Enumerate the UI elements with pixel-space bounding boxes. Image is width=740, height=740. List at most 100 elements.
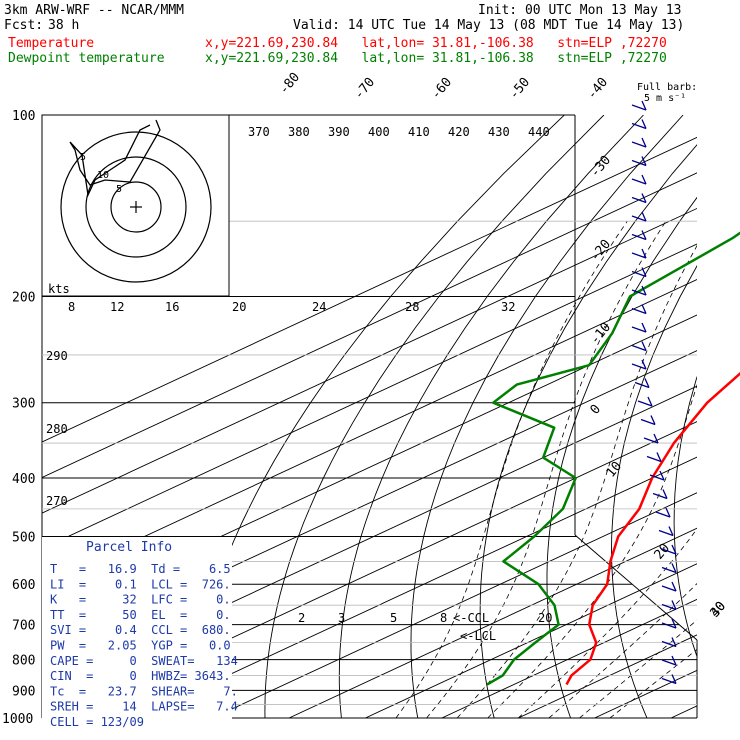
wind-barb (631, 326, 647, 333)
isotherm-line (441, 598, 697, 718)
isotherm-tick-label: 10 (604, 459, 626, 481)
isotherm-tick-label: -30 (588, 153, 615, 181)
pressure-tick-label: 600 (12, 578, 35, 593)
wind-barb (631, 122, 647, 130)
dry-adiabat-line (673, 375, 697, 659)
moist-adiabat-line (609, 648, 697, 718)
wind-barb (643, 437, 659, 444)
isotherm-line (365, 563, 697, 718)
theta-low-label: 290 (46, 349, 68, 363)
temperature-location-info: x,y=221.69,230.84 lat,lon= 31.81,-106.38… (205, 36, 667, 51)
parcel-info-row: CELL = 123/09 (50, 715, 144, 729)
moist-adiabat-line (548, 583, 697, 718)
isotherm-line (42, 172, 697, 479)
mixing-ratio-label: 20 (538, 611, 552, 625)
wind-barb (661, 566, 677, 574)
theta-tick-label: 410 (408, 125, 430, 139)
parcel-info-title: Parcel Info (86, 540, 172, 555)
parcel-panel-bg (42, 537, 232, 722)
wind-barb-flag (644, 378, 650, 388)
forecast-hours: 38 h (48, 18, 80, 33)
wind-barb-flag (641, 211, 647, 222)
theta-tick-label: 370 (248, 125, 270, 139)
temperature-legend-label: Temperature (8, 36, 95, 51)
wind-barb-flag (641, 156, 647, 166)
mixing-ratio-label: 8 (68, 300, 75, 314)
parcel-info-row: Tc = 23.7 SHEAR= 7. (50, 684, 238, 698)
pressure-tick-label: 100 (12, 109, 35, 124)
moist-adiabat-line (487, 383, 697, 718)
init-time: Init: 00 UTC Mon 13 May 13 (478, 3, 682, 18)
wind-barb (637, 400, 653, 407)
parcel-info-row: CIN = 0 HWBZ= 3643. (50, 669, 231, 683)
isotherm-tick-label: -20 (588, 237, 615, 265)
moist-adiabat-line (456, 244, 697, 718)
isotherm-line (59, 421, 697, 718)
mixing-ratio-label: 5 (390, 611, 397, 625)
wind-barb-flag (671, 637, 677, 647)
mixing-ratio-label: 8 (440, 611, 447, 625)
hodograph-ring (60, 131, 212, 283)
wind-barb-flag (641, 322, 647, 333)
theta-low-label: 270 (46, 494, 68, 508)
mixing-ratio-label: 3 (338, 611, 345, 625)
wind-barb-flag (641, 193, 647, 203)
isotherm-tick-label: -10 (588, 320, 615, 348)
wind-barb-flag (647, 396, 653, 407)
wind-barb (631, 104, 647, 111)
mixing-ratio-label: 12 (110, 300, 124, 314)
wind-barb-flag (641, 230, 647, 240)
wind-barb-flag (671, 655, 677, 666)
wind-barb-flag (659, 470, 665, 481)
pressure-tick-label: 700 (12, 619, 35, 634)
isotherm-line (42, 279, 697, 585)
parcel-info-row: PW = 2.05 YGP = 0.0 (50, 639, 231, 653)
moist-adiabat-line (517, 528, 697, 718)
wind-barb (631, 307, 647, 315)
wind-barb-flag (650, 415, 656, 425)
dry-adiabat-line (735, 115, 740, 718)
hodograph-ring-label: 5 (80, 152, 86, 163)
wind-barb (640, 418, 656, 426)
theta-tick-label: 390 (328, 125, 350, 139)
wind-barb-flag (641, 100, 647, 111)
wind-barb (634, 381, 650, 389)
valid-time: Valid: 14 UTC Tue 14 May 13 (08 MDT Tue … (293, 18, 685, 33)
wind-barbs (631, 100, 677, 685)
wind-barb-flag (641, 174, 647, 185)
parcel-info-row: SVI = 0.4 CCL = 680. (50, 623, 231, 637)
wind-barb (631, 196, 647, 204)
wind-barb (631, 289, 647, 296)
parcel-info-row: T = 16.9 Td = 6.5 (50, 562, 231, 576)
wind-barb (655, 511, 671, 518)
isotherm-tick-label: -70 (352, 75, 379, 103)
pressure-tick-label: 900 (12, 684, 35, 699)
barb-legend-line2: 5 m s⁻¹ (644, 93, 687, 104)
theta-low-label: 280 (46, 422, 68, 436)
isotherm-line (212, 492, 697, 718)
wind-barb (661, 603, 677, 611)
theta-tick-label: 430 (488, 125, 510, 139)
mixing-ratio-label: 2 (298, 611, 305, 625)
dry-adiabat-line (188, 115, 565, 718)
wind-barb (658, 529, 674, 537)
mixing-ratio-label: 28 (405, 300, 419, 314)
dewpoint-legend-label: Dewpoint temperature (8, 51, 165, 66)
wind-barb-flag (671, 544, 677, 555)
parcel-info-row: K = 32 LFC = 0. (50, 593, 231, 607)
wind-barb-flag (641, 285, 647, 296)
wind-barb-flag (671, 618, 677, 629)
hodograph-ring (85, 156, 187, 258)
dry-adiabat-line (546, 196, 697, 718)
dry-adiabat-line (410, 115, 684, 718)
pressure-tick-label: 800 (12, 654, 35, 669)
pressure-tick-label: 300 (12, 397, 35, 412)
isotherm-line (136, 456, 697, 718)
hodograph-units: kts (48, 282, 70, 296)
pressure-tick-label: 1000 (2, 712, 33, 727)
theta-tick-label: 420 (448, 125, 470, 139)
wind-barb-flag (656, 452, 662, 462)
wind-barb (631, 270, 647, 278)
mixing-ratio-label: 32 (501, 300, 515, 314)
